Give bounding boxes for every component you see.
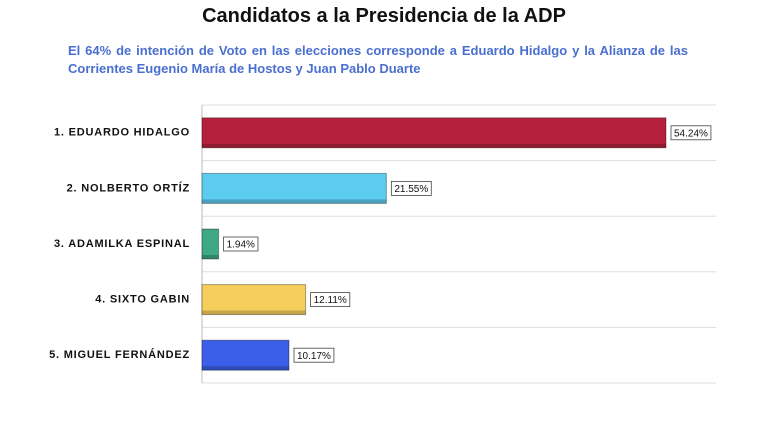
bar: [201, 172, 387, 204]
category-label: 1. EDUARDO HIDALGO: [54, 127, 190, 139]
value-label: 10.17%: [297, 351, 331, 362]
bar-shade: [202, 143, 666, 148]
value-label-box: [390, 180, 432, 196]
category-label: 5. MIGUEL FERNÁNDEZ: [49, 348, 190, 361]
bar-shade: [202, 255, 219, 259]
bar: [201, 117, 667, 149]
value-label: 54.24%: [674, 128, 708, 139]
bar: [201, 228, 220, 260]
value-label-box: [310, 292, 351, 308]
value-label-box: [223, 236, 259, 252]
value-label: 12.11%: [314, 295, 347, 306]
chart-subtitle: El 64% de intención de Voto en las elecc…: [68, 43, 688, 76]
value-label-box: [293, 347, 335, 363]
bar-shade: [202, 310, 306, 315]
bar-shade: [202, 366, 289, 371]
chart-title: Candidatos a la Presidencia de la ADP: [202, 5, 566, 27]
category-label: 4. SIXTO GABIN: [95, 294, 190, 306]
value-label: 21.55%: [394, 184, 428, 195]
bar: [201, 284, 307, 316]
value-label-box: [670, 125, 712, 141]
category-label: 3. ADAMILKA ESPINAL: [54, 238, 190, 250]
category-label: 2. NOLBERTO ORTÍZ: [67, 181, 190, 194]
value-label: 1.94%: [227, 240, 255, 251]
bar-shade: [202, 199, 387, 204]
bar: [201, 339, 290, 371]
